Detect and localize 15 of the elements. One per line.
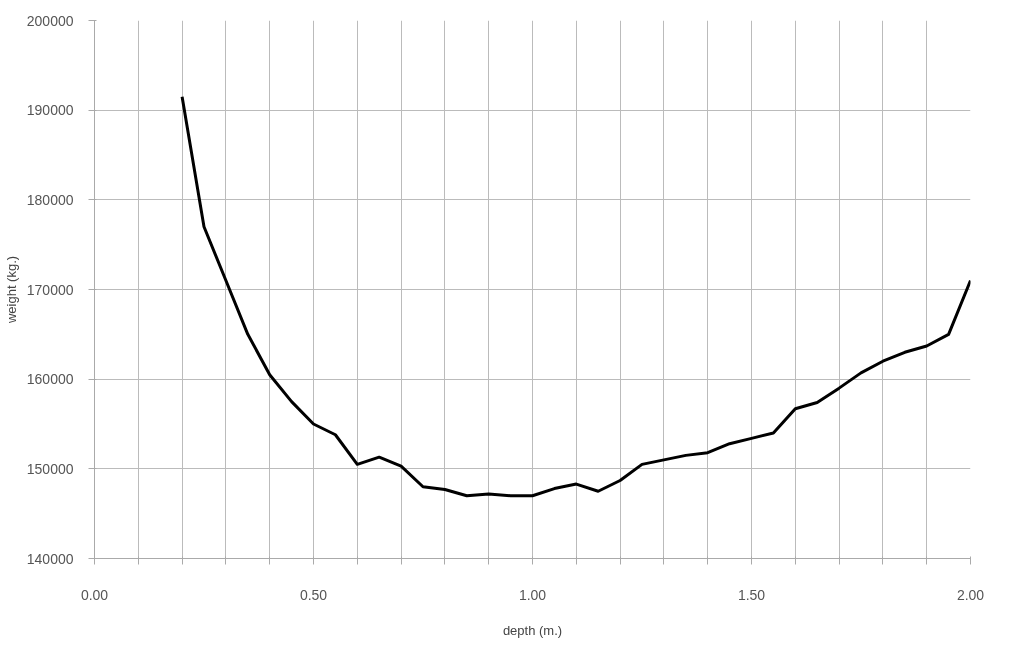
x-tick-label: 1.00: [518, 586, 547, 603]
y-tick-label: 160000: [26, 371, 74, 388]
y-tick-label: 140000: [26, 550, 74, 567]
x-tick-label: 0.00: [80, 586, 109, 603]
x-tick-label: 0.50: [299, 586, 328, 603]
y-tick-label: 190000: [26, 102, 74, 119]
y-tick-label: 150000: [26, 460, 74, 477]
y-axis-title: weight (kg.): [3, 255, 19, 325]
x-tick-label: 2.00: [956, 586, 985, 603]
x-tick-label: 1.50: [737, 586, 766, 603]
y-tick-label: 200000: [26, 12, 74, 29]
y-tick-label: 180000: [26, 191, 74, 208]
x-axis-title: depth (m.): [502, 622, 563, 638]
line-series: [180, 95, 971, 498]
y-tick-label: 170000: [26, 281, 74, 298]
